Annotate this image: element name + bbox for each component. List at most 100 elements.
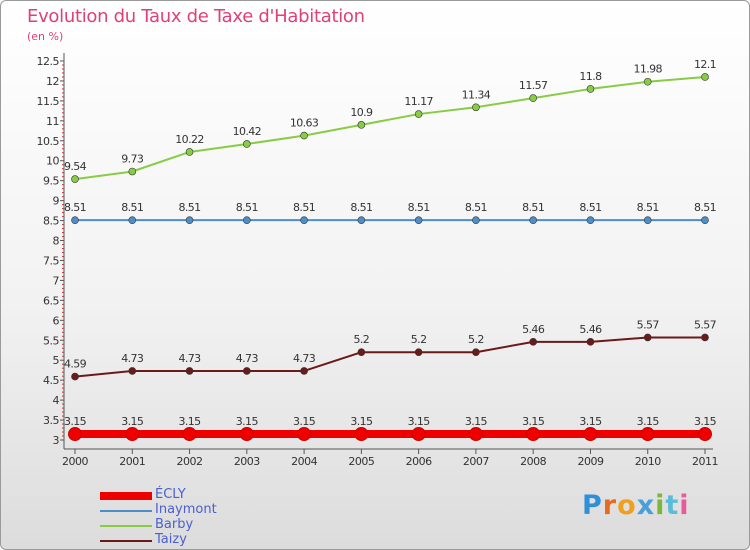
legend-swatch	[100, 540, 152, 542]
data-label: 5.57	[637, 318, 660, 331]
y-tick-label: 5	[53, 354, 60, 367]
legend-swatch	[100, 510, 152, 512]
data-point	[300, 131, 308, 140]
data-label: 8.51	[121, 201, 143, 214]
data-label: 3.15	[64, 415, 87, 428]
y-tick-label: 10.5	[37, 135, 60, 148]
data-label: 8.51	[694, 201, 716, 214]
y-tick-label: 6	[53, 314, 60, 327]
data-point	[185, 367, 194, 375]
data-label: 5.2	[468, 333, 484, 346]
data-point	[529, 216, 537, 224]
y-tick-label: 11	[46, 115, 59, 128]
y-tick-label: 5.5	[43, 334, 59, 347]
data-point	[300, 367, 308, 375]
data-point	[125, 427, 140, 442]
data-label: 4.73	[293, 352, 316, 365]
data-label: 11.34	[462, 88, 491, 101]
data-point	[640, 427, 655, 442]
data-point	[472, 103, 480, 112]
legend-item: Taizy	[100, 532, 300, 548]
data-point	[468, 427, 483, 442]
data-point	[643, 216, 652, 224]
data-label: 10.9	[350, 106, 373, 119]
data-point	[583, 427, 598, 442]
data-point	[128, 167, 137, 176]
data-point	[300, 216, 308, 224]
y-tick-label: 8	[53, 235, 60, 248]
data-point	[243, 216, 251, 224]
data-point	[354, 427, 369, 442]
y-tick-label: 9	[53, 195, 60, 208]
data-point	[586, 85, 595, 93]
data-label: 3.15	[121, 415, 144, 428]
data-point	[643, 333, 652, 342]
x-tick-label: 2003	[234, 455, 260, 468]
data-point	[414, 348, 423, 357]
data-label: 3.15	[694, 415, 717, 428]
legend-item: Barby	[100, 517, 300, 533]
data-label: 3.15	[637, 415, 660, 428]
y-tick-label: 3	[53, 434, 60, 447]
y-tick-label: 8.5	[43, 215, 59, 228]
data-point	[414, 216, 423, 224]
logo-letter: i	[679, 490, 690, 521]
data-point	[586, 338, 595, 346]
x-tick-label: 2008	[520, 455, 546, 468]
data-point	[529, 338, 537, 346]
data-label: 11.8	[579, 70, 602, 83]
y-tick-label: 6.5	[43, 294, 59, 307]
data-point	[182, 427, 197, 442]
data-point	[71, 216, 79, 224]
data-point	[357, 348, 366, 357]
data-point	[185, 148, 194, 156]
data-label: 5.2	[354, 333, 370, 346]
data-label: 10.63	[290, 117, 319, 130]
data-label: 3.15	[293, 415, 316, 428]
data-label: 8.51	[579, 201, 601, 214]
data-point	[297, 427, 312, 442]
data-label: 8.51	[178, 201, 200, 214]
data-point	[243, 140, 251, 148]
data-label: 3.15	[408, 415, 431, 428]
data-label: 8.51	[293, 201, 315, 214]
data-point	[414, 110, 423, 118]
logo-letter: i	[655, 490, 666, 521]
data-label: 4.59	[64, 358, 87, 371]
data-label: 5.2	[411, 333, 427, 346]
data-point	[586, 216, 595, 224]
x-tick-label: 2011	[692, 455, 718, 468]
legend-swatch	[100, 525, 152, 527]
legend-label: Barby	[155, 517, 194, 532]
data-label: 8.51	[236, 201, 258, 214]
x-tick-label: 2006	[406, 455, 432, 468]
data-point	[526, 427, 541, 442]
legend-item: Inaymont	[100, 502, 300, 518]
legend-label: ÉCLY	[155, 487, 186, 502]
data-label: 8.51	[465, 201, 487, 214]
data-label: 8.51	[637, 201, 659, 214]
data-point	[701, 73, 709, 81]
legend: ÉCLY Inaymont Barby Taizy	[100, 487, 300, 548]
y-tick-label: 4.5	[43, 374, 59, 387]
y-tick-label: 7	[53, 274, 60, 287]
data-label: 3.15	[236, 415, 259, 428]
data-point	[357, 121, 366, 129]
logo-letter: x	[636, 490, 656, 521]
data-label: 4.73	[121, 352, 144, 365]
data-label: 5.57	[694, 318, 717, 331]
data-point	[411, 427, 426, 442]
data-point	[243, 367, 251, 375]
logo-letter: P	[582, 490, 603, 521]
data-point	[185, 216, 194, 224]
data-label: 10.22	[175, 133, 204, 146]
y-tick-label: 10	[46, 155, 59, 168]
data-label: 4.73	[236, 352, 259, 365]
data-label: 11.17	[404, 95, 433, 108]
y-tick-label: 4	[53, 394, 60, 407]
y-tick-label: 12.5	[37, 55, 60, 68]
legend-item: ÉCLY	[100, 487, 300, 503]
data-label: 3.15	[522, 415, 545, 428]
